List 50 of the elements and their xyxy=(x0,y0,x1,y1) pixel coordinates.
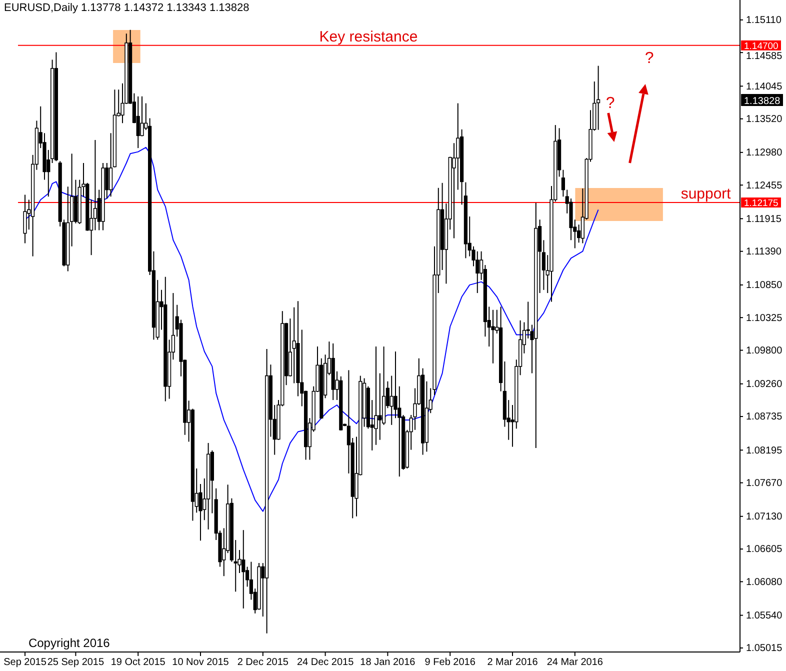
candlestick xyxy=(561,169,565,198)
y-tick-label: 1.08195 xyxy=(746,445,783,456)
y-tick-label: 1.13520 xyxy=(746,114,783,126)
y-tick-label: 1.05540 xyxy=(746,610,783,622)
y-tick-label: 1.07130 xyxy=(746,512,783,523)
candlestick xyxy=(596,65,600,130)
x-tick-label: 10 Nov 2015 xyxy=(172,657,230,668)
candlestick xyxy=(390,375,394,426)
candlestick xyxy=(140,96,144,137)
y-tick-label: 1.14045 xyxy=(746,81,783,92)
y-tick-label: 1.15110 xyxy=(746,15,782,26)
y-tick-label: 1.06080 xyxy=(746,576,783,588)
candlestick xyxy=(136,96,140,149)
text: 1.13828 xyxy=(744,96,781,107)
x-tick-label: 2 Dec 2015 xyxy=(237,657,289,668)
x-tick-label: 2 Mar 2016 xyxy=(487,657,538,668)
line-series xyxy=(24,146,599,512)
candlestick xyxy=(476,250,480,294)
y-tick-label: 1.05015 xyxy=(746,643,783,654)
y-tick-label: 1.06605 xyxy=(746,544,783,556)
y-tick-label: 1.09260 xyxy=(746,379,783,390)
y-tick-label: 1.10850 xyxy=(746,280,783,292)
y-tick-label: 1.12455 xyxy=(746,180,783,192)
y-tick-label: 1.11915 xyxy=(746,214,782,225)
annotation: Key resistance xyxy=(319,28,418,46)
ref-line-label: 1.12175 xyxy=(744,198,778,210)
annotation: support xyxy=(680,186,732,203)
candlestick xyxy=(23,194,27,244)
text: ? xyxy=(606,95,615,112)
y-tick-label: 1.12980 xyxy=(746,148,783,159)
x-tick-label: 19 Oct 2015 xyxy=(110,657,166,668)
y-tick-label: 1.07670 xyxy=(746,478,783,489)
candlestick xyxy=(491,309,495,364)
y-tick-label: 1.14585 xyxy=(746,50,783,62)
candlestick xyxy=(378,372,382,440)
x-tick-label: 9 Feb 2016 xyxy=(424,657,476,668)
x-tick-label: 24 Dec 2015 xyxy=(296,657,354,668)
text: ? xyxy=(644,50,654,67)
x-tick-label: Sep 2015 xyxy=(4,657,47,668)
ref-line-label: 1.14700 xyxy=(744,40,778,52)
y-tick-label: 1.11390 xyxy=(746,246,782,258)
candlestick xyxy=(242,530,246,609)
x-tick-label: 18 Jan 2016 xyxy=(360,657,416,668)
y-tick-label: 1.10325 xyxy=(746,312,783,324)
x-tick-label: 24 Mar 2016 xyxy=(546,657,604,668)
y-tick-label: 1.09800 xyxy=(746,345,783,356)
x-tick-label: 25 Sep 2015 xyxy=(47,657,104,668)
chart-title: EURUSD,Daily 1.13778 1.14372 1.13343 1.13828 xyxy=(4,2,250,14)
annotation: Copyright 2016 xyxy=(28,636,110,650)
y-tick-label: 1.08735 xyxy=(746,412,783,423)
